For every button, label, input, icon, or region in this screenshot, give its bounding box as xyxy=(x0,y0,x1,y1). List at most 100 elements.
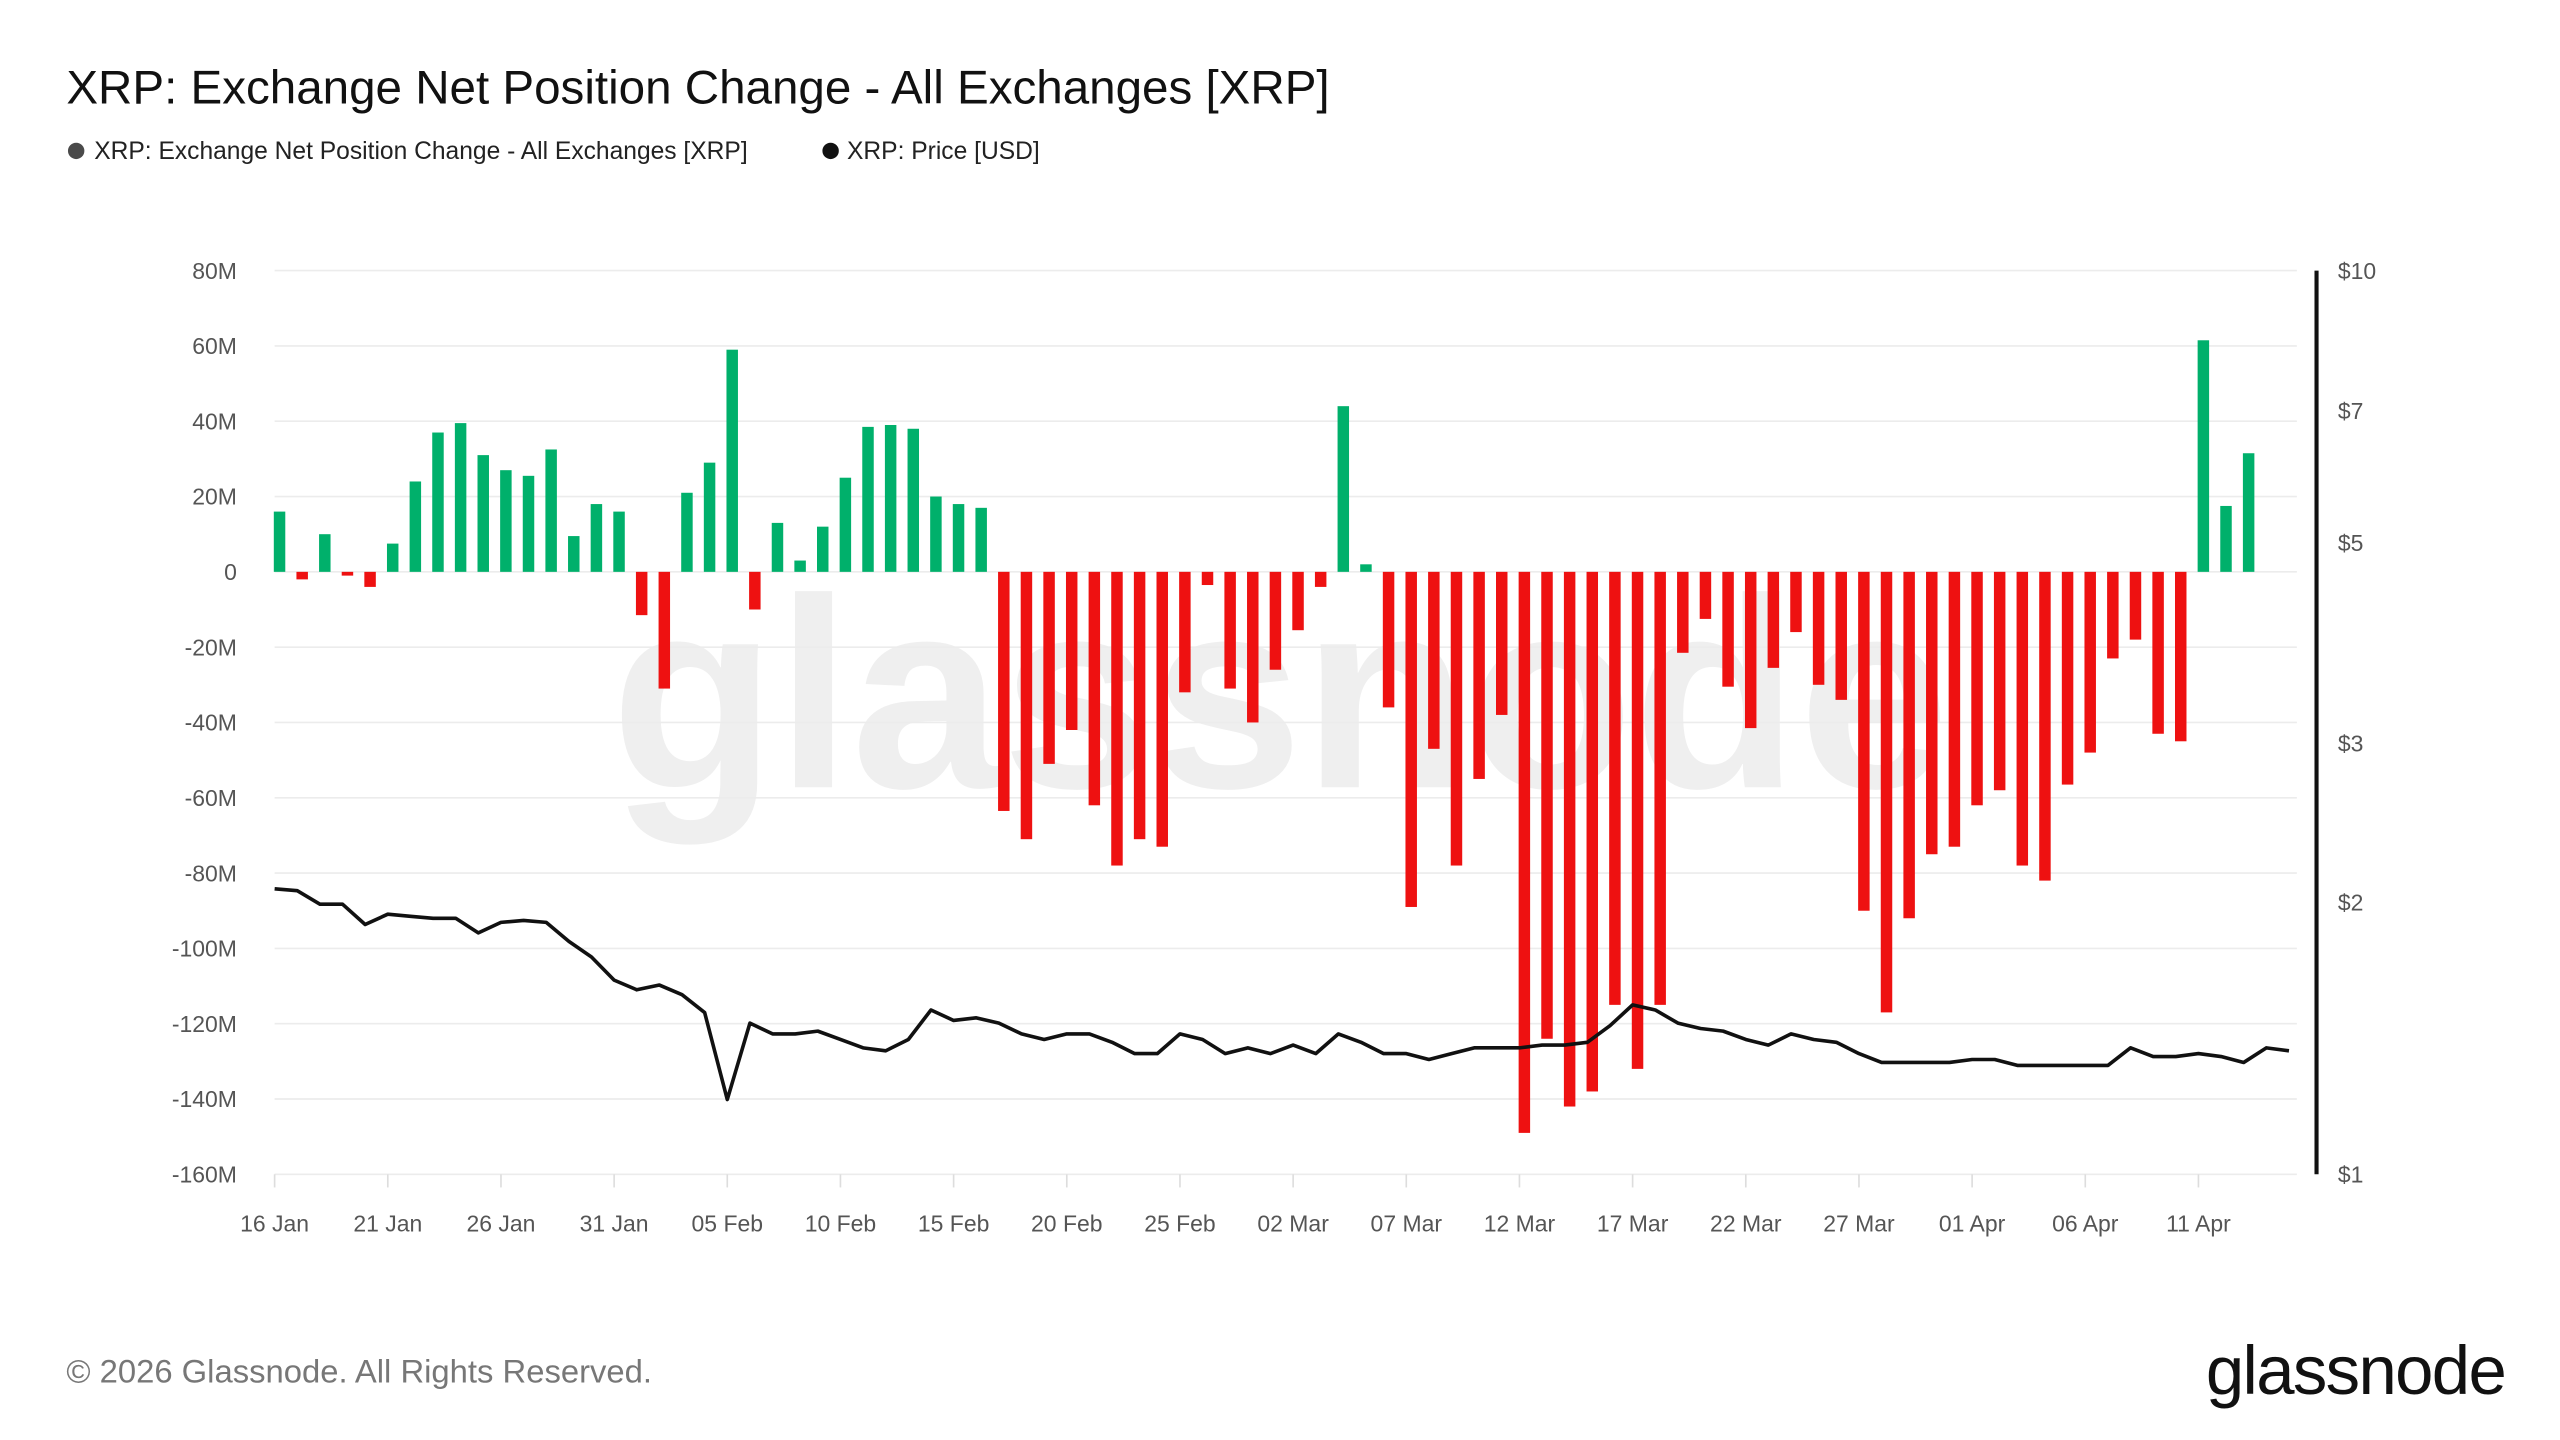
bar-outflow xyxy=(1133,571,1146,840)
x-axis-tick-label: 01 Apr xyxy=(1939,1211,2006,1237)
left-axis-tick-label: -100M xyxy=(172,936,237,962)
bar-inflow xyxy=(884,424,897,572)
bar-inflow xyxy=(568,536,580,572)
legend-dot-net-position xyxy=(67,142,85,160)
bar-inflow xyxy=(703,462,716,572)
left-axis-tick-label: 60M xyxy=(192,333,237,359)
bar-inflow xyxy=(817,526,829,572)
bar-outflow xyxy=(1314,571,1327,587)
bar-outflow xyxy=(1586,571,1599,1092)
bar-outflow xyxy=(1156,571,1168,847)
bar-outflow xyxy=(1971,571,1983,806)
left-axis-tick-label: 20M xyxy=(192,484,237,510)
bar-outflow xyxy=(1541,571,1553,1039)
gridlines xyxy=(274,269,2297,1176)
bar-outflow xyxy=(1609,571,1621,1005)
bar-outflow xyxy=(1880,571,1893,1013)
bar-outflow xyxy=(1065,571,1078,730)
x-axis-tick-label: 15 Feb xyxy=(918,1211,989,1237)
left-axis-tick-label: 40M xyxy=(192,408,237,434)
bar-outflow xyxy=(1179,571,1191,693)
x-axis-tick-label: 05 Feb xyxy=(692,1211,763,1237)
copyright-text: © 2026 Glassnode. All Rights Reserved. xyxy=(66,1353,652,1390)
bar-outflow xyxy=(1088,571,1101,806)
x-axis-tick-label: 06 Apr xyxy=(2052,1211,2119,1237)
bar-outflow xyxy=(1224,571,1236,689)
bar-outflow xyxy=(1722,571,1734,687)
left-axis-tick-label: -120M xyxy=(172,1011,237,1037)
bar-inflow xyxy=(771,522,784,572)
bar-outflow xyxy=(1020,571,1033,840)
bar-inflow xyxy=(545,449,557,572)
price-line xyxy=(274,886,2290,1102)
bar-outflow xyxy=(1201,571,1214,586)
bar-outflow xyxy=(998,571,1010,811)
bar-inflow xyxy=(794,560,806,572)
bar-outflow xyxy=(1993,571,2006,791)
x-axis-tick-label: 16 Jan xyxy=(240,1211,309,1237)
bar-inflow xyxy=(477,455,489,572)
x-axis-tick-label: 21 Jan xyxy=(353,1211,422,1237)
bar-inflow xyxy=(1337,406,1350,572)
bar-outflow xyxy=(1699,571,1712,619)
bar-outflow xyxy=(635,571,648,616)
bar-outflow xyxy=(1247,571,1259,723)
right-axis-tick-label: $2 xyxy=(2338,889,2364,915)
bar-outflow xyxy=(1903,571,1915,919)
x-axis-tick-label: 12 Mar xyxy=(1484,1211,1556,1237)
bar-outflow xyxy=(1405,571,1417,907)
bar-outflow xyxy=(2107,571,2119,659)
bar-inflow xyxy=(273,511,286,572)
bar-inflow xyxy=(2242,453,2255,572)
x-axis-tick-label: 17 Mar xyxy=(1597,1211,1669,1237)
bar-outflow xyxy=(1948,571,1961,847)
legend-label-price[interactable]: XRP: Price [USD] xyxy=(847,138,1040,165)
bar-outflow xyxy=(2152,571,2164,734)
bar-outflow xyxy=(749,571,761,610)
left-axis-tick-label: -140M xyxy=(172,1086,237,1112)
right-axis-tick-label: $3 xyxy=(2338,730,2364,756)
left-axis-tick-label: -160M xyxy=(172,1162,237,1188)
bar-outflow xyxy=(2174,571,2187,742)
right-axis-tick-label: $5 xyxy=(2338,530,2364,556)
bar-outflow xyxy=(1677,571,1689,653)
right-axis-tick-label: $7 xyxy=(2338,398,2364,424)
bar-outflow xyxy=(1858,571,1870,911)
bar-inflow xyxy=(1360,564,1372,572)
bar-outflow xyxy=(1450,571,1463,866)
bar-outflow xyxy=(1428,571,1440,749)
bar-outflow xyxy=(2039,571,2051,881)
bar-inflow xyxy=(386,543,399,572)
x-axis-tick-label: 11 Apr xyxy=(2166,1211,2231,1237)
bar-outflow xyxy=(2061,571,2074,785)
left-axis-tick-label: 0 xyxy=(224,559,237,585)
bar-inflow xyxy=(590,504,603,572)
chart-title: XRP: Exchange Net Position Change - All … xyxy=(66,61,1329,114)
bar-outflow xyxy=(1835,571,1847,700)
bar-outflow xyxy=(341,571,354,576)
bar-outflow xyxy=(1382,571,1395,708)
bar-inflow xyxy=(319,534,331,572)
legend-dot-price xyxy=(822,142,839,160)
bar-outflow xyxy=(2129,571,2142,640)
bar-outflow xyxy=(1812,571,1825,685)
bar-inflow xyxy=(454,423,467,572)
bar-outflow xyxy=(1926,571,1938,855)
bar-inflow xyxy=(522,475,535,572)
net-position-bars xyxy=(273,340,2255,1133)
left-axis-tick-label: 80M xyxy=(192,258,237,284)
bar-inflow xyxy=(432,432,444,572)
legend-label-net-position[interactable]: XRP: Exchange Net Position Change - All … xyxy=(94,138,747,165)
bar-inflow xyxy=(2197,340,2210,572)
bar-outflow xyxy=(1767,571,1780,668)
bar-inflow xyxy=(952,504,965,572)
x-axis-tick-label: 20 Feb xyxy=(1031,1211,1102,1237)
bar-outflow xyxy=(1563,571,1576,1107)
bar-inflow xyxy=(907,428,920,572)
bar-outflow xyxy=(1111,571,1123,866)
bar-outflow xyxy=(1473,571,1485,779)
left-axis-tick-label: -80M xyxy=(185,860,237,886)
bar-outflow xyxy=(364,571,376,587)
left-axis-tick-label: -20M xyxy=(185,634,237,660)
